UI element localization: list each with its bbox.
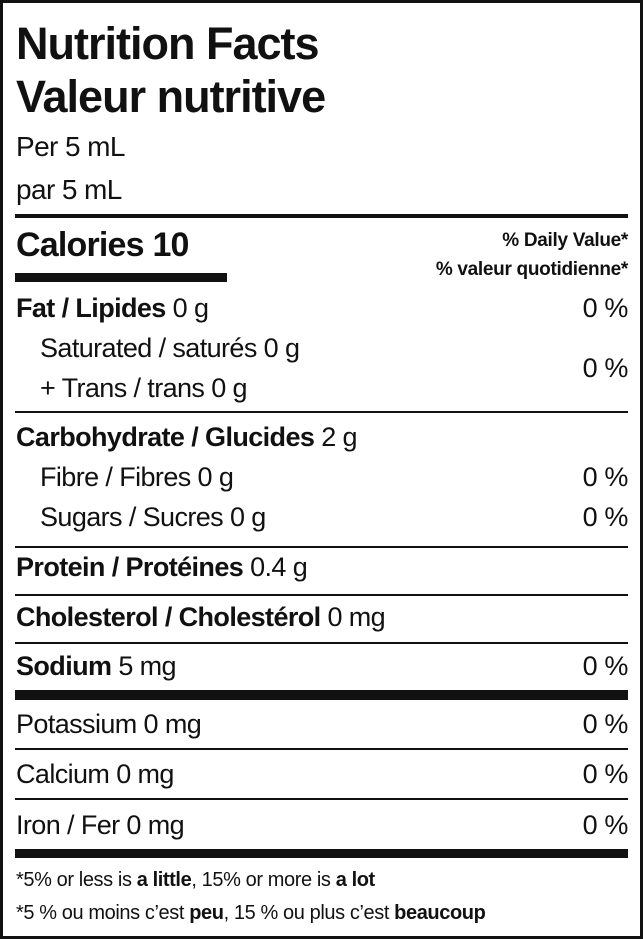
daily-value-header-fr: % valeur quotidienne* — [435, 259, 628, 280]
footnote-text: *5% or less is — [16, 869, 137, 891]
fat-dv: 0 % — [582, 293, 629, 323]
calories-label: Calories — [16, 226, 145, 264]
footnote-en: *5% or less is a little, 15% or more is … — [16, 865, 375, 895]
divider-thick — [15, 690, 628, 700]
sodium-label: Sodium — [16, 651, 112, 681]
carbohydrate-amount: 2 g — [321, 422, 357, 452]
sugars-dv: 0 % — [582, 502, 629, 532]
cholesterol-amount: 0 mg — [327, 602, 386, 632]
calcium-row: Calcium 0 mg — [16, 759, 174, 789]
potassium-dv: 0 % — [582, 709, 629, 739]
footnote-emphasis: a little — [136, 869, 192, 891]
fat-row: Fat / Lipides 0 g — [16, 288, 209, 328]
carbohydrate-row: Carbohydrate / Glucides 2 g — [16, 417, 358, 457]
trans-row: + Trans / trans 0 g — [40, 373, 248, 403]
sugars-row: Sugars / Sucres 0 g — [40, 502, 266, 532]
sodium-row: Sodium 5 mg — [16, 646, 177, 686]
calories: Calories 10 — [16, 223, 189, 267]
fibre-dv: 0 % — [582, 462, 629, 492]
calories-value: 10 — [152, 226, 189, 264]
calories-bar — [15, 273, 227, 282]
divider-thick — [15, 849, 628, 858]
divider — [15, 798, 628, 800]
footnote-emphasis: peu — [189, 902, 224, 924]
saturated-row: Saturated / saturés 0 g — [40, 333, 300, 363]
fibre-row: Fibre / Fibres 0 g — [40, 462, 234, 492]
fat-label: Fat / Lipides — [16, 293, 166, 323]
fat-amount: 0 g — [172, 293, 209, 323]
protein-amount: 0.4 g — [250, 552, 308, 582]
footnote-emphasis: a lot — [335, 869, 376, 891]
carbohydrate-label: Carbohydrate / Glucides — [16, 422, 315, 452]
serving-size-fr: par 5 mL — [16, 174, 122, 205]
protein-label: Protein / Protéines — [16, 552, 244, 582]
iron-dv: 0 % — [582, 810, 629, 840]
divider — [15, 594, 628, 596]
calcium-dv: 0 % — [582, 759, 629, 789]
footnote-emphasis: beaucoup — [394, 902, 486, 924]
sodium-dv: 0 % — [582, 651, 629, 681]
iron-row: Iron / Fer 0 mg — [16, 810, 185, 840]
title-fr: Valeur nutritive — [16, 71, 326, 122]
title-en: Nutrition Facts — [16, 18, 320, 69]
saturated-trans-dv: 0 % — [582, 353, 629, 383]
footnote-fr: *5 % ou moins c’est peu, 15 % ou plus c’… — [16, 898, 486, 928]
divider — [15, 546, 628, 548]
footnote-text: *5 % ou moins c’est — [16, 902, 190, 924]
divider — [15, 411, 628, 413]
sodium-amount: 5 mg — [118, 651, 176, 681]
protein-row: Protein / Protéines 0.4 g — [16, 547, 308, 587]
divider — [15, 642, 628, 644]
cholesterol-row: Cholesterol / Cholestérol 0 mg — [16, 597, 386, 637]
cholesterol-label: Cholesterol / Cholestérol — [16, 602, 321, 632]
footnote-text: , 15% or more is — [191, 869, 336, 891]
potassium-row: Potassium 0 mg — [16, 709, 202, 739]
footnote-text: , 15 % ou plus c’est — [223, 902, 395, 924]
divider — [15, 748, 628, 750]
daily-value-header-en: % Daily Value* — [502, 230, 628, 251]
divider — [15, 214, 628, 218]
serving-size-en: Per 5 mL — [16, 131, 125, 162]
